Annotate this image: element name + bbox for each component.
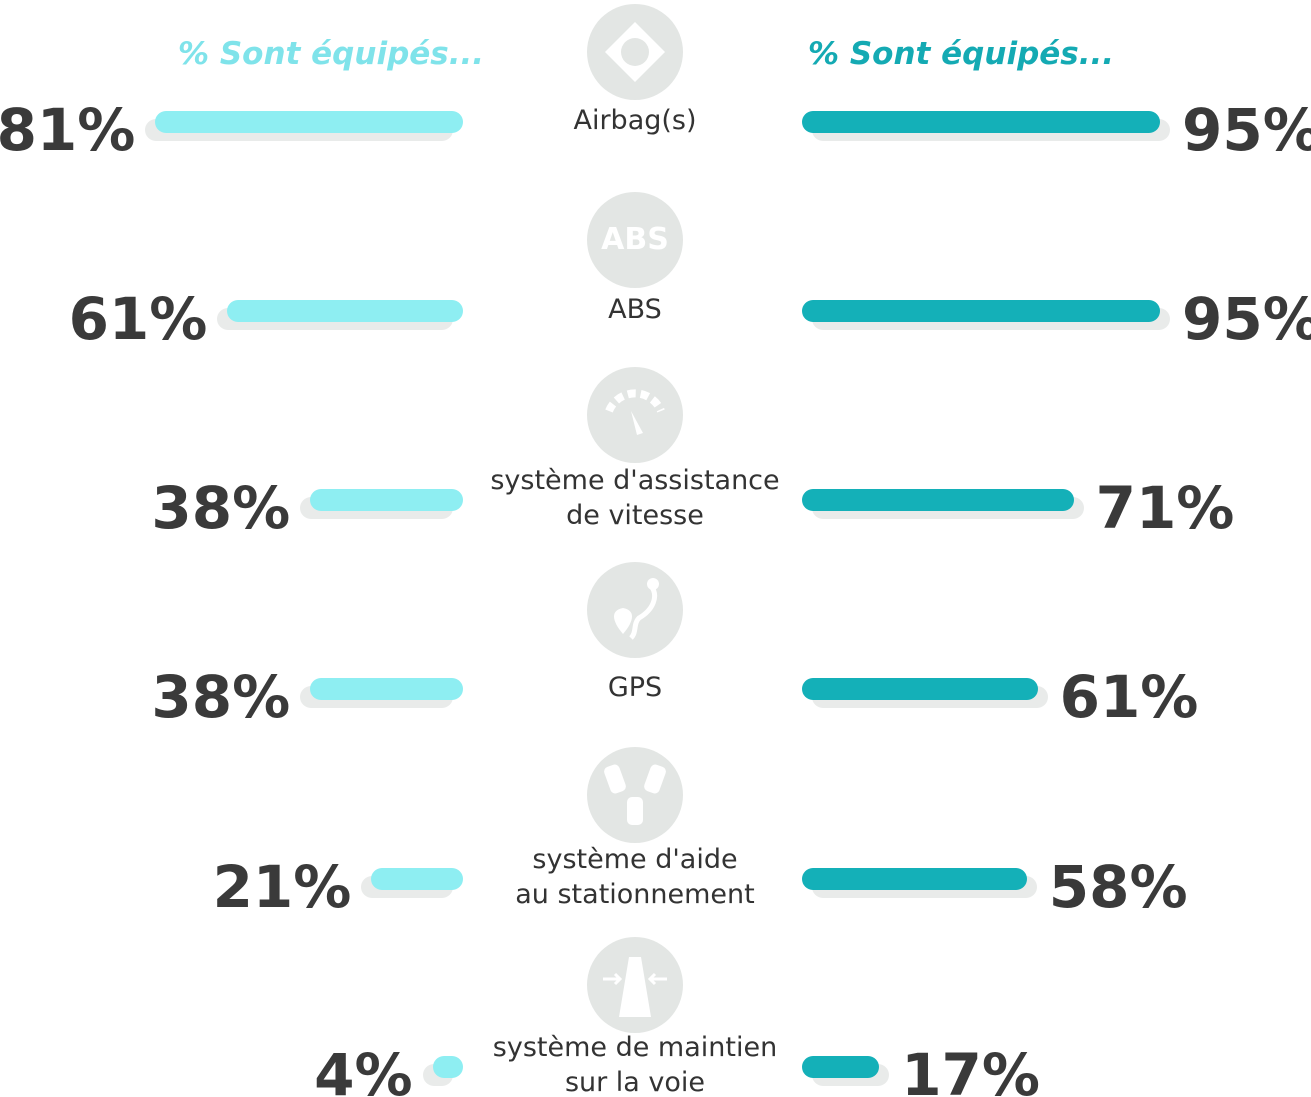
value-label: 61%: [68, 285, 208, 353]
category-label: Airbag(s): [573, 104, 697, 136]
icon-lane: [587, 937, 683, 1033]
bar: [802, 111, 1160, 133]
bar: [227, 300, 463, 322]
icon-gps: [587, 562, 683, 658]
icon-shape: [605, 22, 665, 82]
category-label: système d'aide au stationnement: [515, 844, 755, 910]
bar: [802, 678, 1038, 700]
value-label: 38%: [151, 474, 291, 542]
value-label: 58%: [1048, 853, 1188, 921]
bar: [310, 489, 463, 511]
icon-airbag: [587, 4, 683, 100]
bar: [802, 868, 1027, 890]
category-label: GPS: [607, 671, 663, 703]
icon-shape: [603, 957, 667, 1017]
value-label: 38%: [151, 663, 291, 731]
value-label: 81%: [0, 96, 136, 164]
icon-shape: [605, 389, 665, 435]
icon-abs: ABS: [587, 192, 683, 288]
bar: [371, 868, 463, 890]
category-label: système de maintien sur la voie: [492, 1032, 778, 1097]
category-label: ABS: [608, 293, 662, 325]
icon-shape: [604, 764, 666, 825]
value-label: 95%: [1182, 96, 1311, 164]
bar: [802, 300, 1160, 322]
bar: [432, 1056, 463, 1078]
bar: [155, 111, 463, 133]
value-label: 71%: [1095, 474, 1235, 542]
value-label: 17%: [901, 1041, 1041, 1097]
value-label: 4%: [314, 1041, 413, 1097]
category-label: système d'assistance de vitesse: [490, 465, 780, 531]
legend-right: % Sont équipés...: [808, 36, 1115, 72]
bar: [802, 489, 1074, 511]
legend-left: % Sont équipés...: [178, 36, 485, 72]
icon-parking: [587, 747, 683, 843]
bar: [310, 678, 463, 700]
value-label: 21%: [212, 853, 352, 921]
icon-shape: [614, 578, 659, 640]
value-label: 61%: [1059, 663, 1199, 731]
bar: [802, 1056, 880, 1078]
icon-speed: [587, 367, 683, 463]
value-label: 95%: [1182, 285, 1311, 353]
